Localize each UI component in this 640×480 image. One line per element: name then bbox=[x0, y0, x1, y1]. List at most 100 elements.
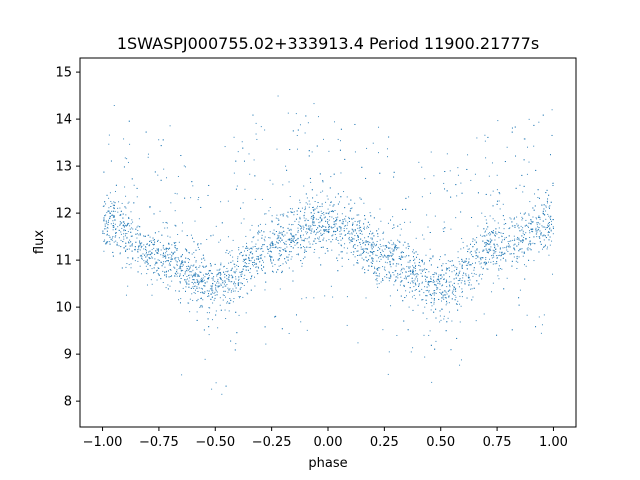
data-point bbox=[309, 229, 311, 231]
data-point bbox=[449, 286, 451, 288]
data-point bbox=[191, 253, 193, 255]
data-point bbox=[478, 275, 480, 277]
data-point bbox=[301, 207, 303, 209]
data-point bbox=[299, 124, 301, 126]
data-point bbox=[493, 244, 495, 246]
data-point bbox=[112, 214, 114, 216]
data-point bbox=[195, 273, 197, 275]
data-point bbox=[109, 212, 111, 214]
data-point bbox=[379, 243, 381, 245]
data-point bbox=[320, 234, 322, 236]
data-point bbox=[305, 202, 307, 204]
data-point bbox=[237, 290, 239, 292]
data-point bbox=[480, 234, 482, 236]
data-point bbox=[318, 222, 320, 224]
data-point bbox=[443, 221, 445, 223]
data-point bbox=[235, 278, 237, 280]
data-point bbox=[436, 287, 438, 289]
data-point bbox=[385, 256, 387, 258]
data-point bbox=[532, 221, 534, 223]
data-point bbox=[235, 270, 237, 272]
data-point bbox=[118, 201, 120, 203]
data-point bbox=[284, 242, 286, 244]
data-point bbox=[401, 272, 403, 274]
data-point bbox=[184, 279, 186, 281]
data-point bbox=[321, 219, 323, 221]
data-point bbox=[440, 274, 442, 276]
data-point bbox=[275, 315, 277, 317]
data-point bbox=[192, 275, 194, 277]
data-point bbox=[182, 275, 184, 277]
data-point bbox=[352, 229, 354, 231]
data-point bbox=[371, 251, 373, 253]
data-point bbox=[372, 253, 374, 255]
data-point bbox=[209, 288, 211, 290]
data-point bbox=[519, 230, 521, 232]
data-point bbox=[274, 247, 276, 249]
data-point bbox=[351, 239, 353, 241]
data-point bbox=[497, 275, 499, 277]
data-point bbox=[246, 245, 248, 247]
data-point bbox=[228, 289, 230, 291]
data-point bbox=[328, 213, 330, 215]
data-point bbox=[312, 215, 314, 217]
data-point bbox=[361, 233, 363, 235]
data-point bbox=[269, 237, 271, 239]
data-point bbox=[287, 227, 289, 229]
data-point bbox=[237, 151, 239, 153]
data-point bbox=[196, 280, 198, 282]
data-point bbox=[115, 228, 117, 230]
data-point bbox=[152, 257, 154, 259]
data-point bbox=[220, 262, 222, 264]
data-point bbox=[280, 247, 282, 249]
data-point bbox=[224, 296, 226, 298]
data-point bbox=[208, 274, 210, 276]
data-point bbox=[445, 272, 447, 274]
data-point bbox=[362, 251, 364, 253]
data-point bbox=[205, 266, 206, 268]
data-point bbox=[542, 220, 544, 222]
data-point bbox=[336, 227, 338, 229]
data-point bbox=[515, 260, 517, 262]
data-point bbox=[544, 228, 546, 230]
data-point bbox=[400, 264, 402, 266]
data-point bbox=[176, 249, 178, 251]
data-point bbox=[484, 140, 486, 142]
data-point bbox=[339, 220, 341, 222]
data-point bbox=[320, 229, 322, 231]
data-point bbox=[184, 271, 186, 273]
data-point bbox=[313, 297, 315, 299]
data-point bbox=[457, 300, 459, 302]
data-point bbox=[154, 271, 156, 273]
data-point bbox=[196, 311, 198, 313]
data-point bbox=[503, 223, 505, 225]
data-point bbox=[377, 286, 379, 288]
data-point bbox=[248, 153, 250, 155]
data-point bbox=[297, 223, 299, 225]
data-point bbox=[165, 255, 167, 257]
data-point bbox=[506, 146, 508, 148]
data-point bbox=[330, 201, 332, 203]
data-point bbox=[300, 236, 302, 238]
data-point bbox=[263, 244, 265, 246]
data-point bbox=[492, 282, 494, 284]
data-point bbox=[339, 227, 341, 229]
data-point bbox=[514, 226, 516, 228]
data-point bbox=[162, 247, 164, 249]
data-point bbox=[124, 186, 126, 188]
data-point bbox=[172, 252, 174, 254]
data-point bbox=[147, 156, 149, 158]
data-point bbox=[119, 223, 121, 225]
data-point bbox=[192, 286, 194, 288]
data-point bbox=[548, 254, 550, 256]
data-point bbox=[476, 137, 478, 139]
data-point bbox=[109, 212, 111, 214]
data-point bbox=[317, 218, 319, 220]
data-point bbox=[136, 187, 138, 189]
data-point bbox=[508, 244, 510, 246]
data-point bbox=[357, 255, 359, 256]
data-point bbox=[315, 218, 317, 220]
data-point bbox=[248, 258, 250, 260]
data-point bbox=[487, 252, 489, 254]
data-point bbox=[342, 221, 344, 223]
